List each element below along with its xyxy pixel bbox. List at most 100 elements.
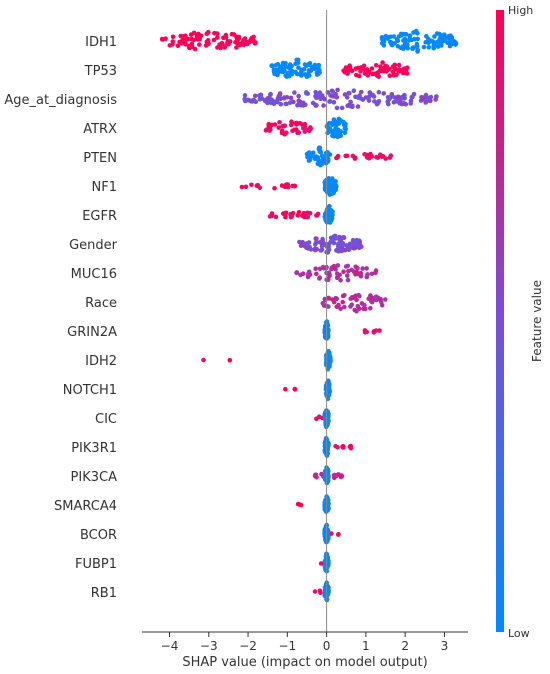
point-age-at-diagnosis bbox=[313, 103, 319, 108]
point-idh1 bbox=[222, 45, 227, 50]
point-age-at-diagnosis bbox=[381, 91, 387, 96]
point-atrx bbox=[289, 119, 294, 124]
point-gender bbox=[353, 239, 358, 244]
point-age-at-diagnosis bbox=[278, 101, 284, 107]
point-idh1 bbox=[188, 32, 194, 37]
point-idh1 bbox=[215, 35, 220, 40]
point-race bbox=[379, 303, 385, 308]
point-idh1 bbox=[205, 38, 211, 43]
point-idh1 bbox=[195, 33, 200, 38]
point-idh1 bbox=[406, 38, 412, 43]
point-muc16 bbox=[341, 269, 346, 275]
point-egfr bbox=[283, 214, 288, 220]
point-pten bbox=[352, 156, 358, 161]
point-idh1 bbox=[170, 42, 175, 47]
point-egfr bbox=[295, 213, 301, 218]
feature-label-pik3ca: PIK3CA bbox=[71, 470, 118, 485]
point-muc16 bbox=[305, 272, 311, 278]
feature-label-race: Race bbox=[85, 296, 117, 311]
point-grin2a bbox=[364, 329, 370, 335]
point-age-at-diagnosis bbox=[272, 99, 278, 104]
point-gender bbox=[328, 235, 334, 241]
point-idh1 bbox=[445, 40, 450, 46]
point-pik3ca bbox=[323, 473, 328, 479]
point-idh1 bbox=[234, 45, 239, 50]
point-nf1 bbox=[279, 183, 285, 188]
feature-labels: IDH1 TP53 Age_at_diagnosis ATRX PTEN NF1 EGFR G… bbox=[4, 35, 117, 601]
point-age-at-diagnosis bbox=[351, 88, 357, 93]
point-tp53 bbox=[369, 66, 375, 71]
point-race bbox=[340, 299, 346, 305]
point-age-at-diagnosis bbox=[321, 103, 326, 108]
point-idh1 bbox=[170, 34, 176, 40]
point-gender bbox=[312, 246, 318, 252]
point-pik3ca bbox=[319, 471, 324, 477]
point-rb1 bbox=[317, 588, 323, 594]
point-tp53 bbox=[396, 62, 402, 68]
point-tp53 bbox=[283, 60, 288, 66]
point-age-at-diagnosis bbox=[425, 95, 430, 100]
point-race bbox=[338, 306, 343, 312]
point-age-at-diagnosis bbox=[359, 89, 364, 95]
point-smarca4 bbox=[295, 501, 301, 507]
point-pten bbox=[383, 156, 389, 161]
point-idh1 bbox=[388, 40, 394, 46]
point-age-at-diagnosis bbox=[400, 96, 406, 101]
point-egfr bbox=[329, 209, 335, 214]
point-age-at-diagnosis bbox=[330, 89, 336, 94]
point-tp53 bbox=[361, 67, 367, 72]
feature-label-muc16: MUC16 bbox=[71, 267, 117, 282]
point-tp53 bbox=[353, 66, 359, 71]
point-muc16 bbox=[343, 264, 349, 269]
point-tp53 bbox=[298, 72, 303, 77]
point-atrx bbox=[268, 127, 273, 133]
point-idh1 bbox=[218, 45, 223, 51]
point-idh1 bbox=[206, 29, 211, 35]
point-idh1 bbox=[191, 37, 197, 43]
point-race bbox=[366, 296, 372, 302]
x-tick-label: 2 bbox=[401, 639, 409, 653]
point-race bbox=[321, 302, 327, 307]
point-nf1 bbox=[326, 176, 331, 181]
point-idh1 bbox=[415, 49, 420, 54]
feature-label-idh2: IDH2 bbox=[85, 354, 117, 369]
point-idh1 bbox=[249, 38, 254, 44]
point-tp53 bbox=[346, 65, 351, 70]
point-age-at-diagnosis bbox=[316, 92, 322, 98]
point-gender bbox=[305, 241, 310, 246]
point-age-at-diagnosis bbox=[433, 97, 438, 102]
point-idh1 bbox=[453, 42, 458, 47]
point-idh1 bbox=[441, 38, 446, 44]
point-pten bbox=[315, 161, 321, 166]
point-grin2a bbox=[377, 328, 382, 333]
point-age-at-diagnosis bbox=[424, 98, 430, 104]
point-idh1 bbox=[219, 40, 225, 46]
point-muc16 bbox=[313, 266, 319, 272]
point-pten bbox=[323, 159, 328, 164]
x-tick-label: −3 bbox=[200, 639, 218, 653]
point-fubp1 bbox=[325, 560, 330, 566]
point-idh1 bbox=[211, 37, 217, 43]
point-tp53 bbox=[269, 63, 274, 68]
point-pten bbox=[304, 151, 310, 157]
point-age-at-diagnosis bbox=[327, 98, 333, 104]
point-age-at-diagnosis bbox=[355, 104, 361, 109]
point-idh1 bbox=[225, 41, 230, 47]
point-egfr bbox=[326, 219, 332, 224]
point-age-at-diagnosis bbox=[242, 93, 248, 98]
point-notch1 bbox=[292, 387, 298, 392]
point-egfr bbox=[301, 214, 307, 220]
point-idh1 bbox=[448, 33, 453, 38]
point-age-at-diagnosis bbox=[376, 100, 381, 105]
point-muc16 bbox=[300, 271, 306, 277]
point-idh1 bbox=[175, 43, 181, 48]
x-tick-label: 3 bbox=[441, 639, 449, 653]
point-muc16 bbox=[314, 271, 319, 277]
point-muc16 bbox=[358, 270, 363, 276]
point-race bbox=[354, 297, 359, 303]
point-age-at-diagnosis bbox=[348, 99, 353, 105]
point-age-at-diagnosis bbox=[395, 95, 401, 100]
point-age-at-diagnosis bbox=[296, 98, 302, 103]
point-idh2 bbox=[227, 357, 233, 363]
point-muc16 bbox=[369, 271, 375, 277]
